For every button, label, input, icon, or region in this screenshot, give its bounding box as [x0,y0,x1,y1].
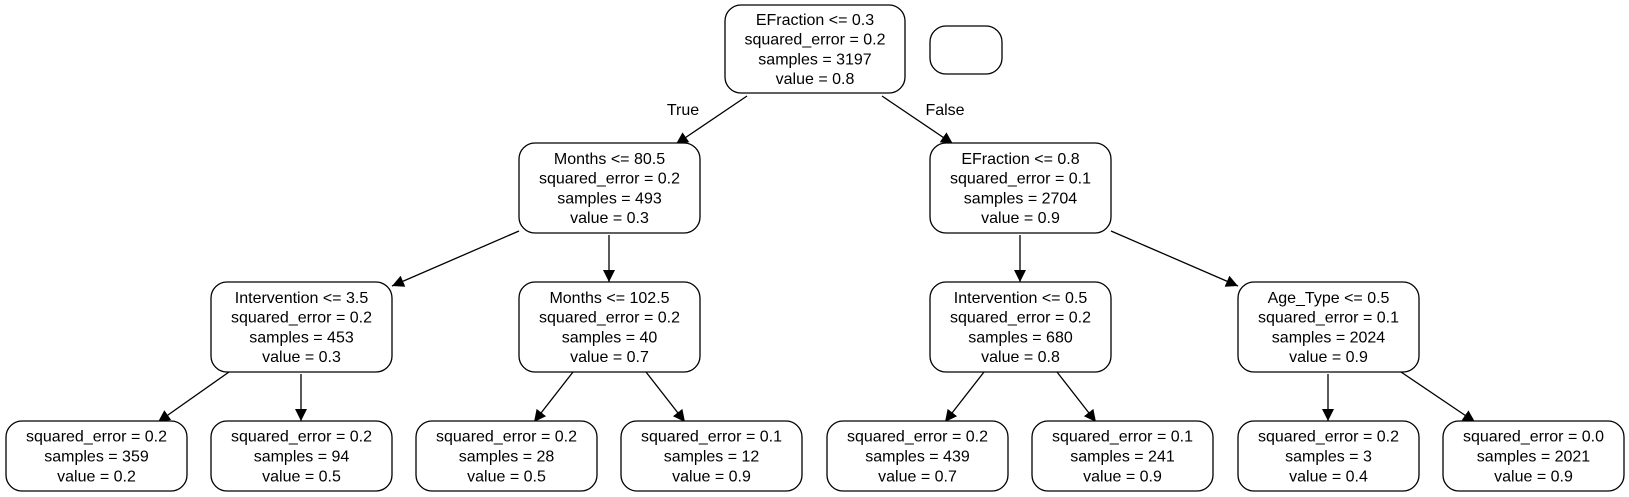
node-box [5,420,188,492]
edge-label-true: True [667,102,699,119]
node-line: value = 0.4 [1289,468,1368,485]
node-box [826,420,1009,492]
node-line: value = 0.8 [981,349,1060,366]
node-line: samples = 241 [1070,449,1175,466]
node-line: samples = 453 [249,329,354,346]
node-box [518,281,701,373]
node-line: squared_error = 0.1 [1258,310,1399,327]
tree-node-n0: EFraction <= 0.3 squared_error = 0.2 sampl… [724,4,906,94]
node-line: value = 0.7 [878,468,957,485]
node-line: Intervention <= 0.5 [954,290,1088,307]
node-line: value = 0.9 [672,468,751,485]
node-line: Months <= 80.5 [554,151,665,168]
node-line: samples = 3 [1285,449,1372,466]
node-box [210,420,393,492]
tree-node-n7: squared_error = 0.2 samples = 359 value = … [5,420,188,492]
node-line: value = 0.9 [1289,349,1368,366]
node-line: samples = 493 [557,190,662,207]
node-box [724,4,906,94]
node-line: samples = 3197 [758,51,872,68]
node-line: squared_error = 0.2 [436,429,577,446]
tree-node-n1: Months <= 80.5 squared_error = 0.2 samples… [518,142,701,234]
node-box [415,420,598,492]
node-line: value = 0.9 [1494,468,1573,485]
node-box [518,142,701,234]
tree-node-n10: squared_error = 0.1 samples = 12 value = 0… [620,420,803,492]
tree-node-n12: squared_error = 0.1 samples = 241 value = … [1031,420,1214,492]
node-box [929,281,1112,373]
tree-node-n4: Months <= 102.5 squared_error = 0.2 sample… [518,281,701,373]
node-line: squared_error = 0.2 [231,310,372,327]
node-line: samples = 2021 [1477,449,1591,466]
node-line: EFraction <= 0.8 [961,151,1079,168]
edge-arrow-n6-n14 [1400,371,1476,423]
edge-arrow-n5-n11 [944,371,985,423]
node-line: squared_error = 0.2 [745,32,886,49]
tree-node-n8: squared_error = 0.2 samples = 94 value = 0… [210,420,393,492]
edge-label-false: False [925,102,964,119]
edges-layer: True False [157,95,1476,423]
node-line: squared_error = 0.2 [950,310,1091,327]
node-line: samples = 2024 [1272,329,1386,346]
node-box [929,25,1003,75]
node-box [1031,420,1214,492]
tree-node-n6: Age_Type <= 0.5 squared_error = 0.1 sample… [1237,281,1420,373]
node-box [620,420,803,492]
edge-arrow-n2-n6 [1110,230,1239,287]
edge-arrow-n4-n9 [533,371,574,423]
node-line: squared_error = 0.2 [231,429,372,446]
node-line: squared_error = 0.0 [1463,429,1604,446]
node-line: value = 0.3 [262,349,341,366]
edge-arrow-n0-n2 [881,95,954,145]
node-line: squared_error = 0.1 [950,171,1091,188]
node-line: samples = 359 [44,449,149,466]
tree-node-n9: squared_error = 0.2 samples = 28 value = 0… [415,420,598,492]
nodes-layer: EFraction <= 0.3 squared_error = 0.2 sampl… [5,4,1625,492]
tree-node-n5: Intervention <= 0.5 squared_error = 0.2 sa… [929,281,1112,373]
node-line: Intervention <= 3.5 [235,290,369,307]
node-line: value = 0.2 [57,468,136,485]
node-line: samples = 12 [664,449,760,466]
node-box [1442,420,1625,492]
node-box [1237,420,1420,492]
edge-arrow-n1-n3 [391,230,520,287]
edge-arrow-n0-n1 [675,95,748,145]
node-line: samples = 439 [865,449,970,466]
node-line: squared_error = 0.1 [1052,429,1193,446]
node-line: samples = 40 [562,329,658,346]
node-line: value = 0.5 [262,468,341,485]
node-line: samples = 2704 [964,190,1078,207]
empty-legend-box [929,25,1003,75]
tree-node-n3: Intervention <= 3.5 squared_error = 0.2 sa… [210,281,393,373]
edge-arrow-n5-n12 [1056,371,1097,423]
node-line: samples = 94 [254,449,350,466]
tree-node-n14: squared_error = 0.0 samples = 2021 value =… [1442,420,1625,492]
node-line: Age_Type <= 0.5 [1268,290,1390,307]
node-line: squared_error = 0.2 [539,171,680,188]
node-line: value = 0.5 [467,468,546,485]
tree-node-n13: squared_error = 0.2 samples = 3 value = 0.… [1237,420,1420,492]
node-line: squared_error = 0.2 [1258,429,1399,446]
node-line: Months <= 102.5 [549,290,669,307]
node-line: samples = 680 [968,329,1073,346]
edge-arrow-n3-n7 [157,371,230,423]
node-line: squared_error = 0.2 [539,310,680,327]
node-line: samples = 28 [459,449,555,466]
node-line: value = 0.9 [1083,468,1162,485]
node-box [210,281,393,373]
edge-arrow-n4-n10 [645,371,686,423]
node-line: EFraction <= 0.3 [756,12,874,29]
tree-node-n11: squared_error = 0.2 samples = 439 value = … [826,420,1009,492]
tree-node-n2: EFraction <= 0.8 squared_error = 0.1 sampl… [929,142,1112,234]
node-line: squared_error = 0.2 [26,429,167,446]
node-line: value = 0.8 [776,71,855,88]
node-line: value = 0.9 [981,210,1060,227]
node-line: value = 0.7 [570,349,649,366]
node-line: value = 0.3 [570,210,649,227]
node-line: squared_error = 0.2 [847,429,988,446]
node-box [1237,281,1420,373]
node-box [929,142,1112,234]
node-line: squared_error = 0.1 [641,429,782,446]
